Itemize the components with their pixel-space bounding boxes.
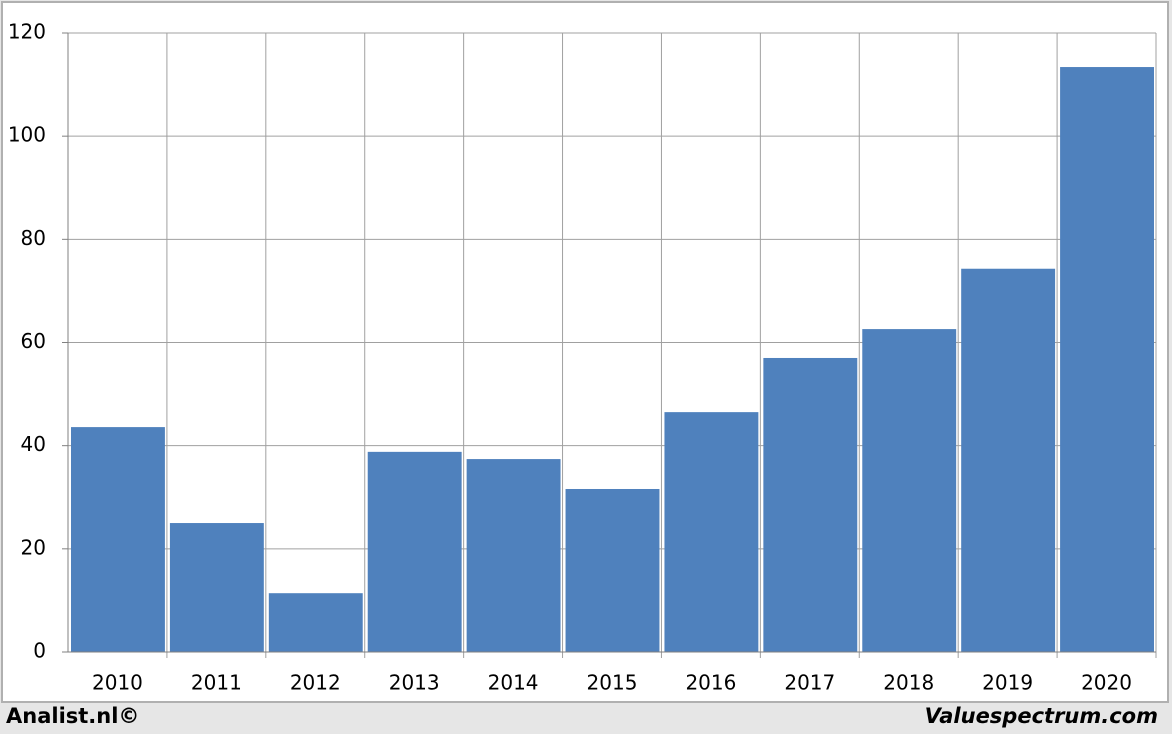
x-tick-label: 2016 <box>685 671 736 695</box>
x-tick-label: 2014 <box>488 671 539 695</box>
x-tick-label: 2015 <box>587 671 638 695</box>
x-tick-label: 2018 <box>883 671 934 695</box>
y-tick-label: 0 <box>33 639 46 663</box>
x-tick-label: 2017 <box>784 671 835 695</box>
y-tick-label: 40 <box>21 432 46 456</box>
bar <box>961 268 1056 652</box>
footer-left: Analist.nl© <box>6 704 139 728</box>
x-tick-label: 2012 <box>290 671 341 695</box>
footer-right: Valuespectrum.com <box>925 704 1158 728</box>
x-tick-label: 2013 <box>389 671 440 695</box>
bar <box>268 593 363 652</box>
y-tick-label: 60 <box>21 329 46 353</box>
bar <box>763 357 858 652</box>
x-tick-label: 2010 <box>92 671 143 695</box>
x-tick-label: 2020 <box>1081 671 1132 695</box>
bar <box>466 459 561 652</box>
bar <box>565 488 660 652</box>
bar <box>1060 67 1154 653</box>
bar <box>367 451 462 652</box>
bar <box>169 523 264 652</box>
y-tick-label: 120 <box>8 20 46 44</box>
bar <box>664 412 759 652</box>
x-tick-label: 2019 <box>982 671 1033 695</box>
x-tick-label: 2011 <box>191 671 242 695</box>
y-tick-label: 80 <box>21 226 46 250</box>
y-tick-label: 20 <box>21 535 46 559</box>
bar <box>862 329 957 652</box>
bar <box>71 427 165 652</box>
y-tick-label: 100 <box>8 123 46 147</box>
